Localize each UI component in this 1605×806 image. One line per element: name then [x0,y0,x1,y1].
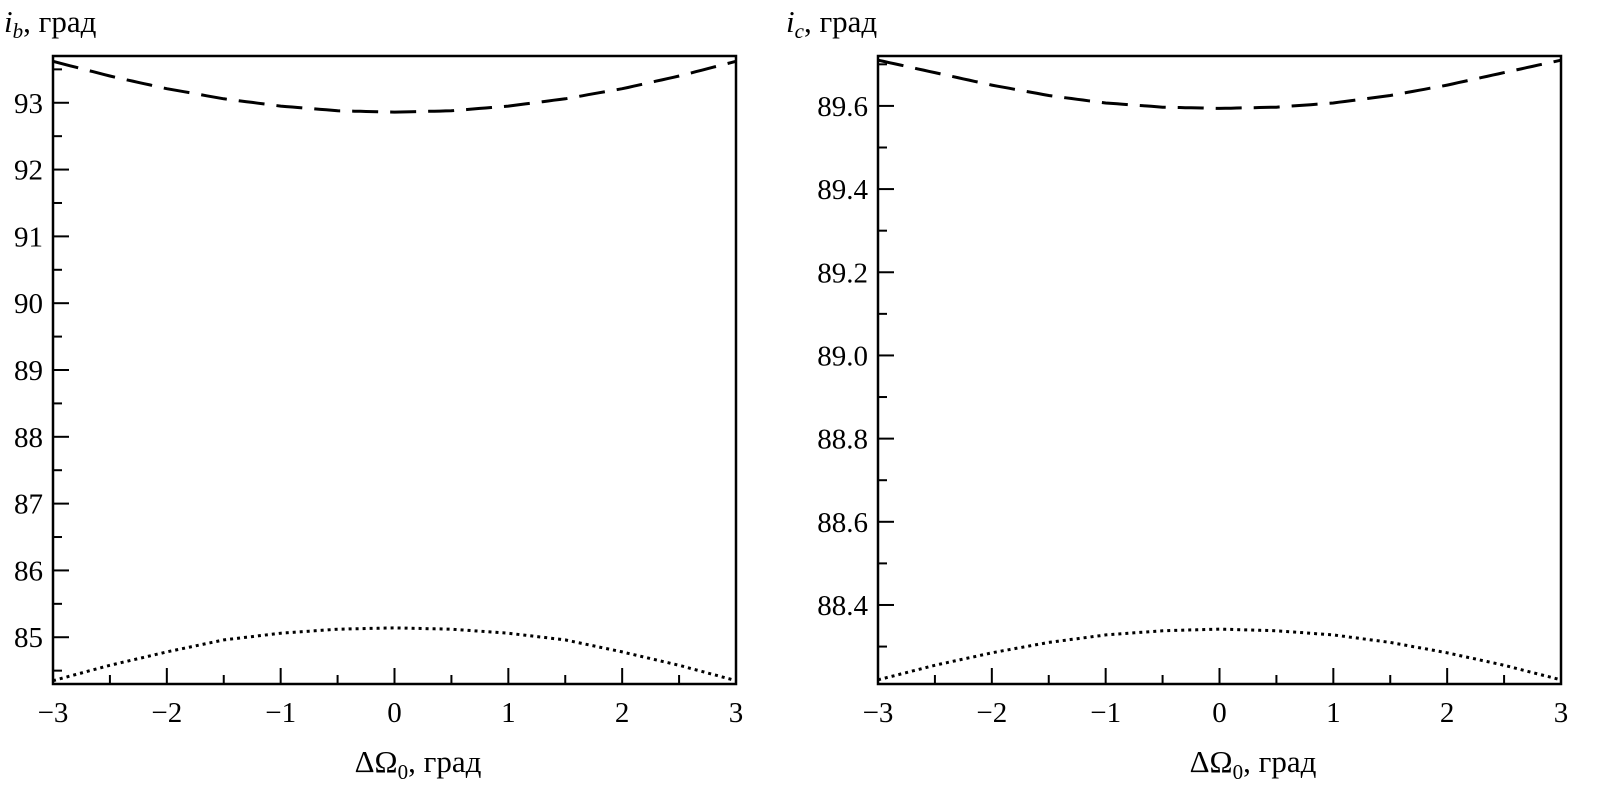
y-tick-label: 88 [14,422,43,454]
y-axis-title-right: ic, град [786,4,877,43]
series-line-dotted-left [52,626,737,683]
x-axis-title-left: ΔΩ0, град [355,744,482,784]
y-tick-label: 88.8 [817,424,868,456]
y-tick-label: 85 [14,622,43,654]
plot-series-left [52,59,737,683]
x-tick-label: −3 [38,697,69,729]
x-tick-label: 1 [501,697,516,729]
axis-ticks-right: −3 −2 −1 0 1 2 3 88.4 88.6 88.8 89.0 89.2 89.4 89.6 [817,63,1569,729]
x-axis-subscript: 0 [1233,760,1244,784]
x-tick-label: 0 [387,697,402,729]
y-tick-label: 90 [14,288,43,320]
y-axis-symbol: i [4,4,13,39]
series-line-dashed-left [52,59,737,114]
x-tick-label: −2 [976,697,1007,729]
x-axis-unit: , град [1243,744,1316,779]
plot-frame-right [876,54,1563,686]
y-tick-label: 88.6 [817,507,868,539]
x-tick-label: −2 [151,697,182,729]
y-axis-symbol: i [786,4,795,39]
y-tick-label: 89 [14,355,43,387]
y-tick-label: 89.2 [817,257,868,289]
series-line-dotted-right [877,627,1562,682]
y-tick-label: 89.0 [817,340,868,372]
y-tick-label: 93 [14,88,43,120]
y-tick-label: 88.4 [817,590,868,622]
x-tick-label: −1 [1090,697,1121,729]
x-axis-title-right: ΔΩ0, град [1190,744,1317,784]
x-axis-subscript: 0 [398,760,409,784]
y-axis-subscript: c [795,19,805,43]
x-tick-label: 2 [615,697,630,729]
plot-series-right [877,58,1562,682]
x-tick-label: 3 [729,697,744,729]
y-tick-label: 89.6 [817,91,868,123]
y-tick-label: 87 [14,489,43,521]
x-axis-unit: , град [408,744,481,779]
x-tick-label: −1 [265,697,296,729]
y-axis-unit: , град [804,4,877,39]
x-tick-label: 0 [1212,697,1227,729]
x-tick-label: 3 [1554,697,1569,729]
y-tick-label: 86 [14,555,43,587]
x-tick-label: 2 [1440,697,1455,729]
plot-frame-left [51,54,738,686]
y-tick-label: 92 [14,155,43,187]
series-line-dashed-right [877,58,1562,110]
x-tick-label: 1 [1326,697,1341,729]
y-tick-label: 89.4 [817,174,868,206]
y-axis-subscript: b [13,19,24,43]
chart-panel-right: −3 −2 −1 0 1 2 3 88.4 88.6 88.8 89.0 89.2 89.4 89.6 i… [786,4,1568,784]
y-axis-title-left: ib, град [4,4,97,43]
y-axis-unit: , град [23,4,96,39]
y-tick-label: 91 [14,221,43,253]
x-axis-symbol: ΔΩ [355,744,398,779]
axis-ticks-left: −3 −2 −1 0 1 2 3 85 86 87 88 89 90 91 92 93 [14,68,744,729]
x-axis-symbol: ΔΩ [1190,744,1233,779]
x-tick-label: −3 [863,697,894,729]
